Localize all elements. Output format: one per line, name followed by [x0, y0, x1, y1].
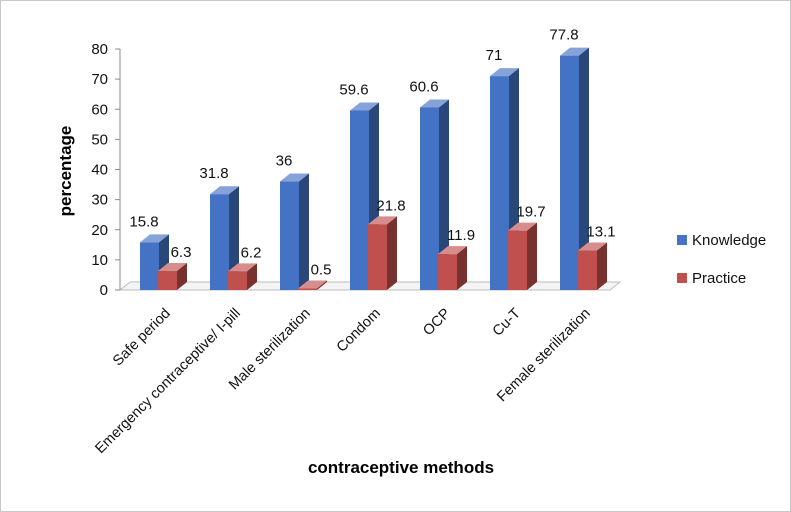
x-axis-title: contraceptive methods — [308, 458, 494, 477]
y-axis-title: percentage — [56, 126, 75, 217]
bar-front-face — [490, 76, 509, 290]
bar-front-face — [228, 271, 247, 290]
legend-label: Practice — [692, 270, 746, 287]
bar-knowledge — [420, 99, 449, 290]
data-label-practice: 21.8 — [376, 197, 405, 214]
y-tick-label: 70 — [91, 71, 108, 88]
data-label-knowledge: 15.8 — [129, 213, 158, 230]
bar-front-face — [298, 288, 317, 290]
bar-top-face — [578, 242, 607, 251]
y-tick-label: 0 — [100, 282, 108, 299]
bar-practice — [298, 280, 327, 290]
bar-top-face — [350, 102, 379, 111]
bar-side-face — [317, 280, 327, 290]
bar-front-face — [508, 230, 527, 290]
data-label-knowledge: 60.6 — [409, 78, 438, 95]
bar-top-face — [228, 263, 257, 272]
data-label-practice: 0.5 — [311, 261, 332, 278]
bar-side-face — [299, 173, 309, 290]
bar-practice — [508, 222, 537, 290]
bar-front-face — [578, 250, 597, 290]
bar-front-face — [350, 110, 369, 290]
y-tick-label: 30 — [91, 192, 108, 209]
bar-side-face — [247, 263, 257, 290]
x-category-label: Cu-T — [490, 305, 524, 339]
data-label-practice: 19.7 — [516, 204, 545, 221]
legend-item-practice: Practice — [677, 270, 746, 287]
bar-front-face — [210, 194, 229, 290]
bar-front-face — [368, 224, 387, 290]
bar-top-face — [140, 234, 169, 243]
y-tick-label: 80 — [91, 41, 108, 58]
bar-top-face — [210, 186, 239, 195]
bar-practice — [438, 246, 467, 290]
bar-top-face — [508, 222, 537, 231]
data-label-knowledge: 31.8 — [199, 165, 228, 182]
x-category-label: Emergency contraceptive/ I-pill — [92, 306, 243, 457]
data-label-knowledge: 36 — [276, 153, 293, 170]
bar-side-face — [597, 242, 607, 290]
bar-practice — [368, 216, 397, 290]
bar-knowledge — [210, 186, 239, 290]
bar-front-face — [140, 242, 159, 290]
data-label-practice: 11.9 — [447, 227, 475, 244]
bar-side-face — [229, 186, 239, 290]
data-labels: 15.8 6.3 31.8 6.2 36 0.5 59.6 21.8 60.6 11.9 71 19.… — [129, 27, 615, 279]
bar-top-face — [368, 216, 397, 225]
bar-top-face — [490, 68, 519, 77]
legend-swatch — [677, 273, 687, 283]
data-label-knowledge: 71 — [486, 47, 503, 64]
y-tick-label: 40 — [91, 162, 108, 179]
bar-top-face — [280, 173, 309, 182]
data-label-knowledge: 77.8 — [549, 27, 578, 44]
bar-side-face — [527, 222, 537, 290]
data-label-practice: 6.2 — [241, 244, 262, 261]
bar-front-face — [158, 271, 177, 290]
data-label-practice: 6.3 — [171, 244, 192, 261]
legend-swatch — [677, 235, 687, 245]
data-label-practice: 13.1 — [586, 224, 615, 241]
y-tick-label: 50 — [91, 131, 108, 148]
bar-practice — [228, 263, 257, 290]
bar-knowledge — [560, 47, 589, 290]
bar-top-face — [438, 246, 467, 255]
bar-front-face — [420, 107, 439, 290]
bar-side-face — [387, 216, 397, 290]
bars — [140, 47, 607, 290]
bar-practice — [578, 242, 607, 290]
legend: Knowledge Practice — [677, 232, 766, 287]
bar-front-face — [560, 55, 579, 290]
bar-top-face — [420, 99, 449, 108]
bar-side-face — [457, 246, 467, 290]
x-category-label: Condom — [334, 306, 384, 356]
x-category-label: Safe period — [110, 306, 174, 370]
legend-label: Knowledge — [692, 232, 766, 249]
y-tick-label: 60 — [91, 101, 108, 118]
bar-side-face — [579, 47, 589, 290]
bar-top-face — [560, 47, 589, 56]
y-tick-label: 10 — [91, 252, 108, 269]
bar-front-face — [438, 254, 457, 290]
bar-knowledge — [280, 173, 309, 290]
bar-top-face — [158, 263, 187, 272]
x-category-label: OCP — [420, 306, 454, 340]
bar-front-face — [280, 181, 299, 290]
data-label-knowledge: 59.6 — [339, 81, 368, 98]
bar-practice — [158, 263, 187, 290]
y-axis: 0 10 20 30 40 50 60 70 80 — [91, 41, 121, 299]
bar-side-face — [177, 263, 187, 290]
bar-top-face — [298, 280, 327, 289]
y-tick-label: 20 — [91, 222, 108, 239]
legend-item-knowledge: Knowledge — [677, 232, 766, 249]
bar-side-face — [439, 99, 449, 290]
